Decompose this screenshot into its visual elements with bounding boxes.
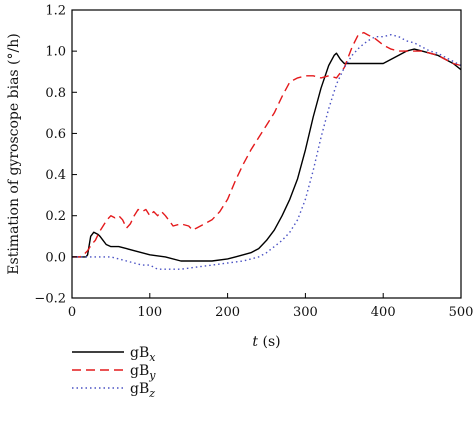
y-tick-label: 0.4: [45, 168, 66, 183]
x-axis-label-unit: (s): [258, 334, 281, 350]
plot-frame: [71, 9, 462, 299]
y-tick-label: 0.8: [45, 86, 66, 101]
plot-lines: [72, 31, 462, 270]
legend-label-gBx: gBx: [130, 345, 156, 364]
axis-ticks: 0 100 200 300 400 500 −0.2 0.0 0.2 0.4 0.6 0.8 1.0 1.…: [34, 4, 473, 321]
y-tick-label: 1.0: [45, 45, 66, 60]
y-tick-label: −0.2: [34, 292, 66, 307]
series-line-gBx: [72, 48, 462, 262]
y-tick-label: 0.0: [45, 250, 66, 265]
x-axis-label: t (s): [252, 334, 280, 350]
x-tick-label: 0: [68, 305, 76, 320]
y-axis-label: Estimation of gyroscope bias (°/h): [6, 33, 22, 274]
y-tick-label: 0.2: [45, 209, 66, 224]
series-line-gBy: [72, 31, 462, 258]
x-tick-label: 400: [371, 305, 396, 320]
y-tick-label: 0.6: [45, 127, 66, 142]
x-tick-label: 300: [293, 305, 318, 320]
series-line-gBz: [72, 34, 462, 270]
legend-label-gBz: gBz: [130, 381, 155, 400]
x-tick-label: 100: [137, 305, 162, 320]
x-axis-label-variable: t: [252, 334, 258, 350]
legend-label-gBy: gBy: [130, 363, 156, 382]
x-tick-label: 500: [449, 305, 474, 320]
y-tick-label: 1.2: [45, 4, 66, 19]
x-tick-label: 200: [215, 305, 240, 320]
